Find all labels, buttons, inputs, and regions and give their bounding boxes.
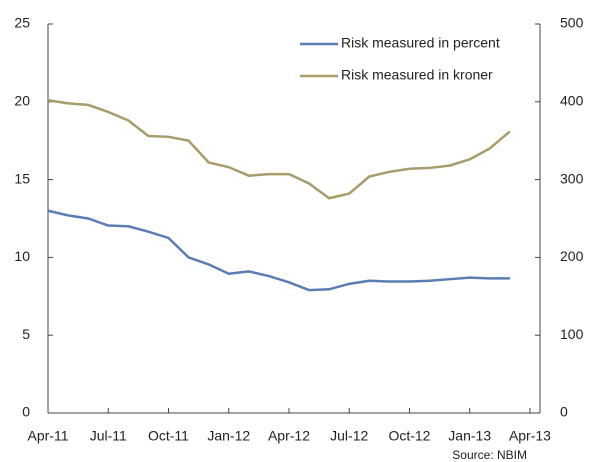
y2-tick-label: 500 [560, 15, 584, 31]
y-tick-label: 0 [22, 404, 30, 420]
y-tick-label: 20 [14, 93, 30, 109]
x-tick-label: Apr-12 [268, 428, 310, 444]
x-tick-label: Oct-11 [148, 428, 189, 444]
x-tick-label: Jan-13 [448, 428, 491, 444]
x-tick-label: Apr-11 [28, 428, 69, 444]
legend-label: Risk measured in kroner [341, 67, 493, 83]
y-tick-label: 5 [22, 326, 30, 342]
y-tick-label: 15 [14, 170, 30, 186]
series-line [47, 209, 510, 292]
y-tick-label: 10 [14, 248, 30, 264]
y2-tick-label: 300 [560, 170, 584, 186]
y2-tick-label: 100 [560, 326, 584, 342]
y2-tick-label: 200 [560, 248, 584, 264]
y-tick-label: 25 [14, 15, 30, 31]
y2-tick-label: 0 [560, 404, 568, 420]
x-tick-label: Jan-12 [207, 428, 250, 444]
x-tick-label: Jul-12 [330, 428, 368, 444]
x-tick-label: Apr-13 [509, 428, 551, 444]
y2-tick-label: 400 [560, 93, 584, 109]
x-tick-label: Jul-11 [90, 428, 127, 444]
x-tick-label: Oct-12 [388, 428, 430, 444]
legend-label: Risk measured in percent [341, 35, 500, 51]
series-line [47, 99, 511, 200]
source-note: Source: NBIM [452, 448, 527, 462]
